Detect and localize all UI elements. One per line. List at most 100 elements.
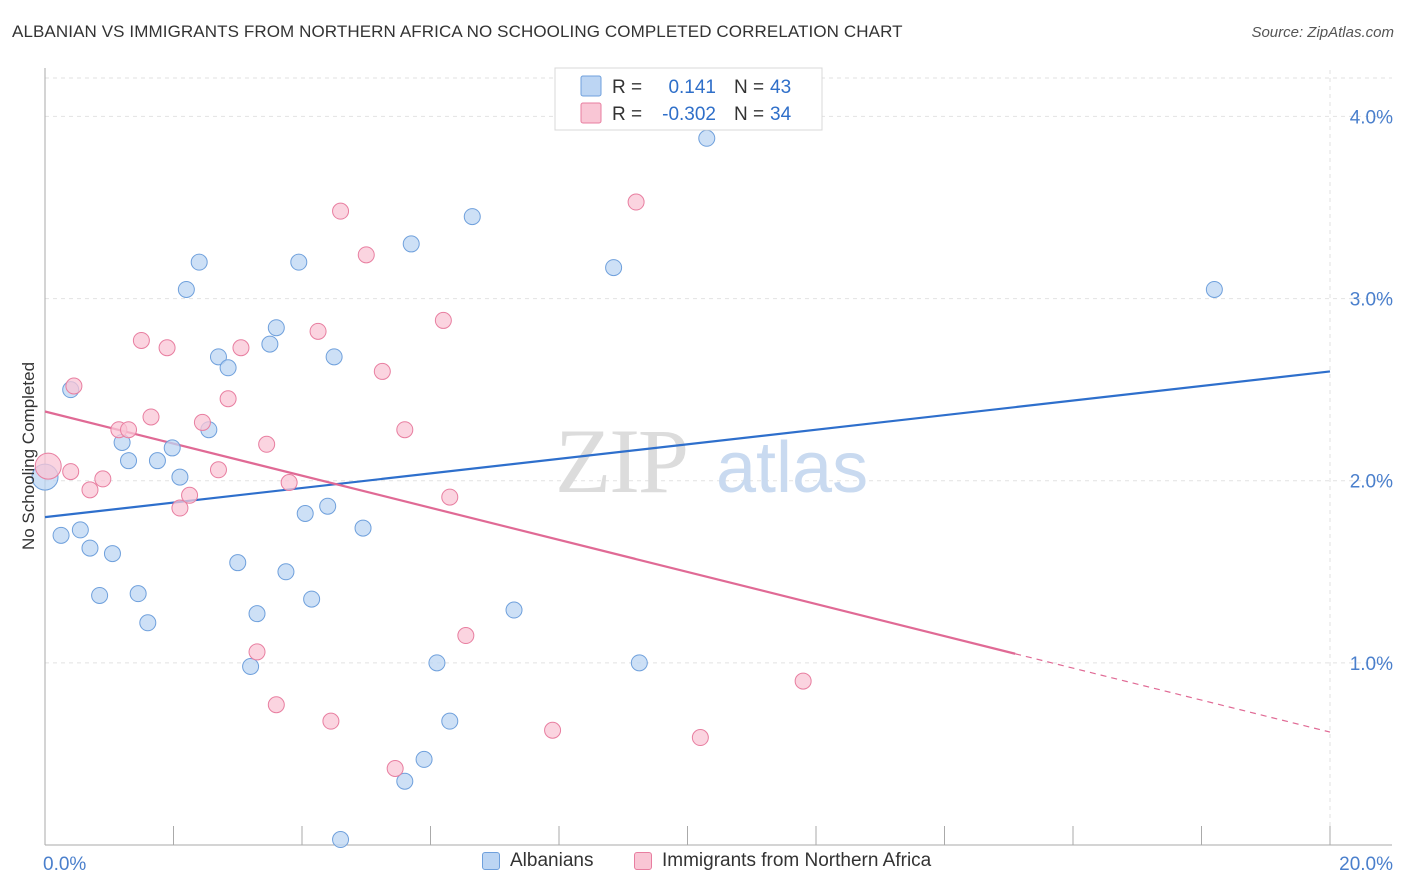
data-point-albanians <box>242 658 260 675</box>
data-point-immigrants <box>309 322 327 340</box>
grid-lines <box>45 70 1392 845</box>
stats-swatch-immigrants <box>580 102 602 124</box>
legend-label-albanians: Albanians <box>510 850 594 871</box>
data-point-albanians <box>505 601 523 619</box>
data-point-albanians <box>267 319 285 337</box>
data-point-albanians <box>71 521 89 539</box>
data-point-immigrants <box>142 408 160 426</box>
data-point-albanians <box>120 452 138 470</box>
data-point-immigrants <box>248 643 266 661</box>
data-point-albanians <box>463 208 481 226</box>
watermark-zip: ZIP <box>555 410 687 512</box>
trend-line-immigrants <box>44 410 1016 655</box>
data-point-immigrants <box>34 452 62 480</box>
data-point-immigrants <box>158 339 176 357</box>
data-point-albanians <box>148 452 166 470</box>
data-point-immigrants <box>65 377 83 395</box>
legend-item-immigrants[interactable]: Immigrants from Northern Africa <box>634 850 931 872</box>
data-point-albanians <box>248 605 266 623</box>
stats-r-value-1: 0.141 <box>668 77 716 98</box>
data-point-albanians <box>296 505 314 522</box>
stats-n-label-1: N = <box>734 77 764 98</box>
data-point-albanians <box>103 545 121 563</box>
data-point-immigrants <box>232 339 250 357</box>
data-point-albanians <box>163 439 181 457</box>
data-point-albanians <box>277 563 295 581</box>
stats-legend: R = 0.141 N = 43 R = -0.302 N = 34 <box>554 67 823 131</box>
data-point-immigrants <box>171 499 189 517</box>
data-point-albanians <box>303 590 321 608</box>
data-point-immigrants <box>209 461 227 479</box>
stats-r-label-2: R = <box>612 104 642 125</box>
data-point-immigrants <box>357 246 375 264</box>
data-point-albanians <box>441 712 459 730</box>
data-point-albanians <box>396 772 414 790</box>
data-point-immigrants <box>193 413 211 431</box>
data-point-albanians <box>319 497 337 515</box>
data-point-immigrants <box>386 760 404 777</box>
data-point-albanians <box>209 348 227 366</box>
data-point-albanians <box>415 750 433 768</box>
data-point-albanians <box>171 468 189 486</box>
y-tick-labels: 1.0% 2.0% 3.0% 4.0% <box>1350 107 1393 674</box>
legend-item-albanians[interactable]: Albanians <box>482 850 593 872</box>
data-point-albanians <box>177 280 195 298</box>
data-point-albanians <box>190 253 208 271</box>
data-point-immigrants <box>258 435 276 453</box>
data-point-immigrants <box>434 311 452 329</box>
y-tick-label: 3.0% <box>1350 290 1393 311</box>
x-tick-labels: 0.0% 20.0% <box>43 854 1393 875</box>
watermark-atlas: atlas <box>716 428 868 508</box>
y-tick-label: 2.0% <box>1350 472 1393 493</box>
data-point-immigrants <box>794 672 812 690</box>
chart-title: ALBANIAN VS IMMIGRANTS FROM NORTHERN AFR… <box>12 22 903 41</box>
data-point-immigrants <box>441 488 459 506</box>
data-point-albanians <box>52 526 70 544</box>
data-point-albanians <box>605 259 623 277</box>
data-point-immigrants <box>62 463 80 481</box>
data-point-immigrants <box>120 421 138 439</box>
data-point-immigrants <box>181 486 199 504</box>
stats-swatch-albanians <box>580 75 602 97</box>
x-tick-label: 0.0% <box>43 854 86 875</box>
stats-n-label-2: N = <box>734 104 764 125</box>
data-point-albanians <box>129 585 147 603</box>
data-point-albanians <box>290 253 308 271</box>
data-point-albanians <box>91 586 109 604</box>
data-point-albanians <box>1205 280 1223 298</box>
y-tick-label: 1.0% <box>1350 654 1393 675</box>
data-point-immigrants <box>396 421 414 439</box>
data-point-albanians <box>325 348 343 366</box>
data-point-immigrants <box>332 202 350 220</box>
data-point-albanians <box>630 654 648 672</box>
trend-line-immigrants-extension <box>1015 653 1331 733</box>
data-point-albanians <box>139 614 157 632</box>
data-point-immigrants <box>132 331 150 349</box>
legend-label-immigrants: Immigrants from Northern Africa <box>662 850 932 871</box>
data-points <box>31 129 1223 849</box>
source-label: Source: ZipAtlas.com <box>1251 24 1394 41</box>
data-point-albanians <box>219 359 237 377</box>
watermark: ZIP atlas <box>555 410 868 512</box>
data-point-immigrants <box>81 481 99 499</box>
trend-line-albanians <box>44 370 1331 519</box>
data-point-albanians <box>354 519 372 537</box>
data-point-immigrants <box>280 474 298 492</box>
data-point-albanians <box>428 654 446 672</box>
legend-swatch-immigrants <box>634 852 652 870</box>
data-point-albanians <box>402 235 420 253</box>
data-point-immigrants <box>94 470 112 488</box>
stats-r-value-2: -0.302 <box>662 104 716 125</box>
data-point-immigrants <box>267 696 285 714</box>
data-point-albanians <box>332 831 350 849</box>
data-point-albanians <box>261 335 279 353</box>
y-tick-label: 4.0% <box>1350 107 1393 128</box>
data-point-immigrants <box>691 729 709 747</box>
data-point-immigrants <box>219 390 237 408</box>
data-point-immigrants <box>627 193 645 211</box>
data-point-albanians <box>698 129 716 147</box>
y-axis-label: No Schooling Completed <box>19 362 38 550</box>
data-point-immigrants <box>457 627 475 645</box>
x-tick-label: 20.0% <box>1339 854 1393 875</box>
